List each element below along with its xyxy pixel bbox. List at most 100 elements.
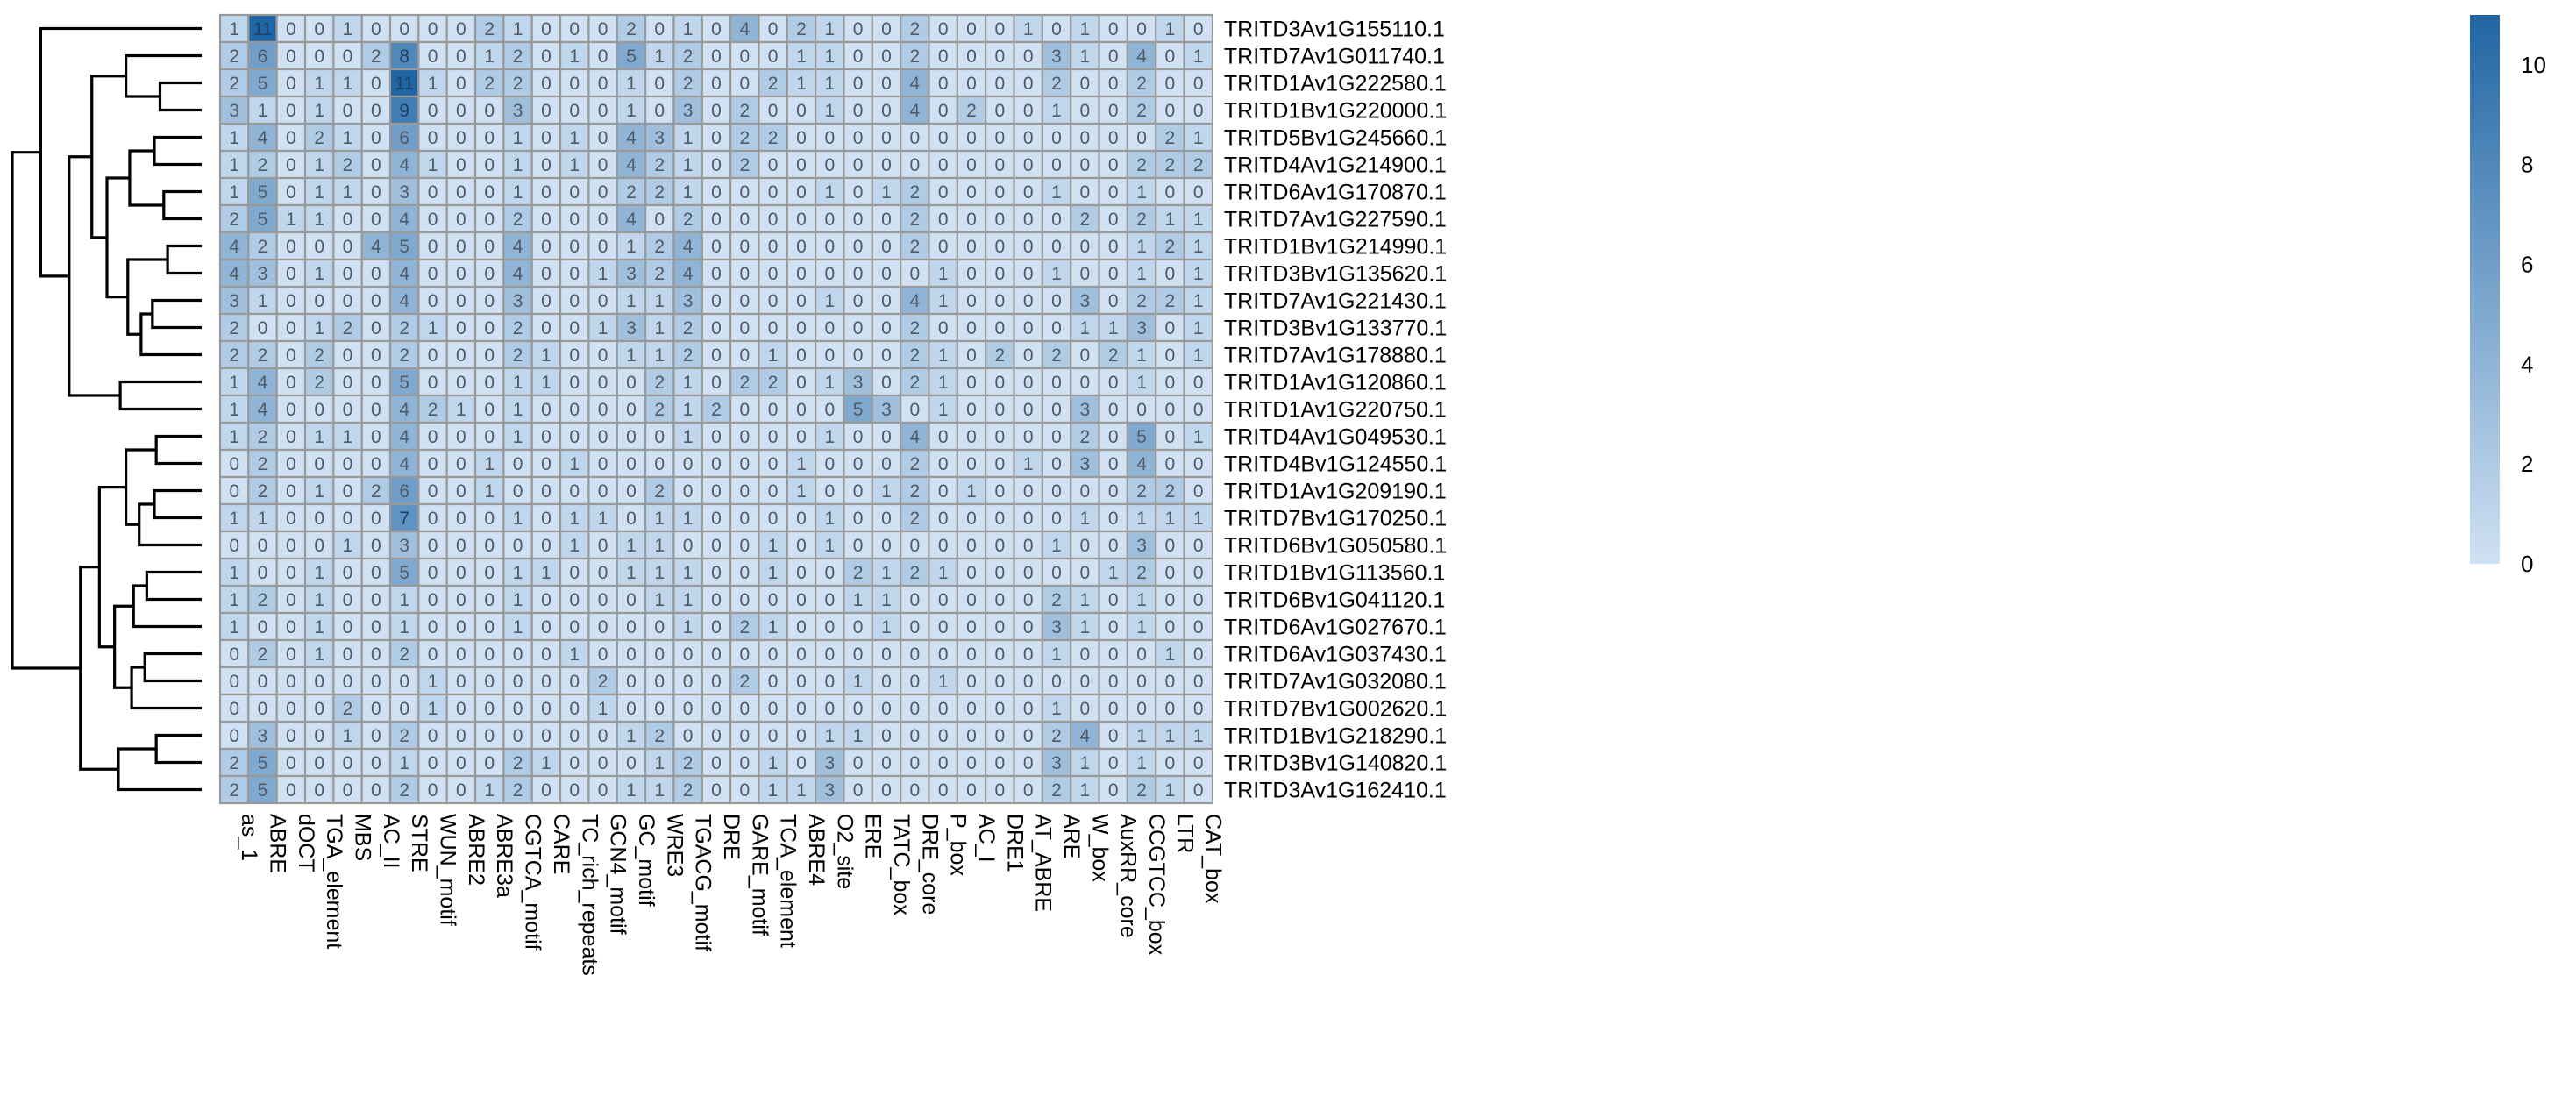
- cell-value-label: 2: [1136, 155, 1147, 175]
- cell-value-label: 0: [938, 237, 949, 257]
- column-label: CAT_box: [1201, 814, 1226, 904]
- cell-value-label: 0: [484, 536, 495, 556]
- cell-value-label: 0: [938, 617, 949, 637]
- cell-value-label: 2: [1080, 427, 1091, 447]
- heatmap-cell: [956, 530, 987, 560]
- heatmap-cell: [1041, 40, 1072, 71]
- cell-value-label: 0: [371, 672, 381, 692]
- heatmap-cell: [530, 339, 562, 370]
- heatmap-cell: [445, 448, 477, 479]
- cell-value-label: 0: [428, 128, 438, 148]
- cell-value-label: 0: [286, 101, 296, 121]
- heatmap-cell: [247, 258, 278, 288]
- heatmap-cell: [1013, 40, 1043, 71]
- cell-value-label: 0: [598, 46, 608, 67]
- color-legend: 0 2 4 6 8 10: [2470, 15, 2546, 577]
- cell-value-label: 0: [541, 19, 551, 39]
- cell-value-label: 0: [739, 699, 750, 719]
- cell-value-label: 2: [768, 128, 779, 148]
- cell-value-label: 0: [258, 536, 268, 556]
- cell-value-label: 0: [1165, 617, 1176, 637]
- cell-value-label: 0: [314, 400, 324, 420]
- heatmap-cell: [900, 231, 930, 261]
- heatmap-cell: [616, 448, 647, 479]
- heatmap-cell: [1126, 638, 1157, 669]
- row-label: TRITD3Av1G162410.1: [1224, 779, 1447, 803]
- cell-value-label: 0: [1023, 46, 1034, 67]
- cell-value-label: 1: [569, 509, 580, 529]
- cell-value-label: 0: [1023, 128, 1034, 148]
- cell-value-label: 1: [768, 536, 779, 556]
- cell-value-label: 0: [569, 264, 580, 284]
- cell-value-label: 0: [598, 74, 608, 94]
- cell-value-label: 0: [541, 427, 551, 447]
- heatmap-cell: [502, 502, 533, 533]
- cell-value-label: 1: [569, 46, 580, 67]
- dendrogram-link: [125, 448, 157, 526]
- cell-value-label: 2: [626, 19, 637, 39]
- cell-value-label: 2: [739, 101, 750, 121]
- cell-value-label: 0: [598, 182, 608, 203]
- cell-value-label: 0: [938, 699, 949, 719]
- heatmap-cell: [559, 258, 590, 288]
- cell-value-label: 1: [513, 19, 523, 39]
- cell-value-label: 0: [853, 19, 864, 39]
- heatmap-cell: [1183, 68, 1214, 98]
- cell-value-label: 1: [598, 318, 608, 338]
- cell-value-label: 1: [569, 454, 580, 474]
- cell-value-label: 1: [938, 345, 949, 366]
- cell-value-label: 0: [371, 780, 381, 801]
- cell-value-label: 0: [824, 400, 835, 420]
- heatmap-cell: [445, 530, 477, 560]
- cell-value-label: 0: [1193, 373, 1204, 393]
- heatmap-cell: [559, 40, 590, 71]
- cell-value-label: 1: [314, 210, 324, 230]
- cell-value-label: 2: [739, 128, 750, 148]
- cell-value-label: 0: [541, 536, 551, 556]
- cell-value-label: 1: [513, 617, 523, 637]
- cell-value-label: 4: [683, 264, 694, 284]
- heatmap-cell: [900, 339, 930, 370]
- heatmap-cell: [1126, 176, 1157, 207]
- cell-value-label: 2: [314, 345, 324, 366]
- cell-value-label: 2: [683, 780, 694, 801]
- cell-value-label: 0: [853, 454, 864, 474]
- row-label: TRITD3Bv1G133770.1: [1224, 317, 1447, 341]
- cell-value-label: 0: [1108, 155, 1119, 175]
- cell-value-label: 1: [796, 74, 807, 94]
- cell-value-label: 2: [513, 318, 523, 338]
- cell-value-label: 0: [569, 237, 580, 257]
- cell-value-label: 0: [881, 237, 892, 257]
- cell-value-label: 3: [229, 101, 239, 121]
- cell-value-label: 2: [1108, 345, 1119, 366]
- heatmap-cell: [218, 502, 250, 533]
- cell-value-label: 0: [853, 345, 864, 366]
- cell-value-label: 0: [881, 644, 892, 665]
- cell-value-label: 0: [569, 481, 580, 502]
- cell-value-label: 0: [966, 264, 977, 284]
- cell-value-label: 0: [966, 563, 977, 583]
- heatmap-cell: [275, 203, 307, 234]
- cell-value-label: 0: [881, 345, 892, 366]
- cell-value-label: 0: [428, 427, 438, 447]
- heatmap-cell: [559, 122, 590, 153]
- cell-value-label: 9: [399, 101, 409, 121]
- cell-value-label: 0: [1165, 672, 1176, 692]
- heatmap-cell: [616, 13, 647, 44]
- cell-value-label: 0: [995, 237, 1006, 257]
- cell-value-label: 0: [739, 182, 750, 203]
- column-label: P_box: [946, 814, 971, 876]
- cell-value-label: 0: [1193, 590, 1204, 610]
- cell-value-label: 0: [881, 699, 892, 719]
- heatmap-cell: [303, 367, 335, 397]
- heatmap-cell: [786, 13, 817, 44]
- cell-value-label: 0: [541, 128, 551, 148]
- heatmap-cell: [729, 122, 760, 153]
- dendrogram-link: [158, 81, 202, 112]
- cell-value-label: 0: [1165, 101, 1176, 121]
- cell-value-label: 0: [1136, 699, 1147, 719]
- heatmap-cell: [587, 693, 618, 723]
- cell-value-label: 1: [654, 563, 665, 583]
- cell-value-label: 0: [1193, 699, 1204, 719]
- cell-value-label: 0: [1165, 590, 1176, 610]
